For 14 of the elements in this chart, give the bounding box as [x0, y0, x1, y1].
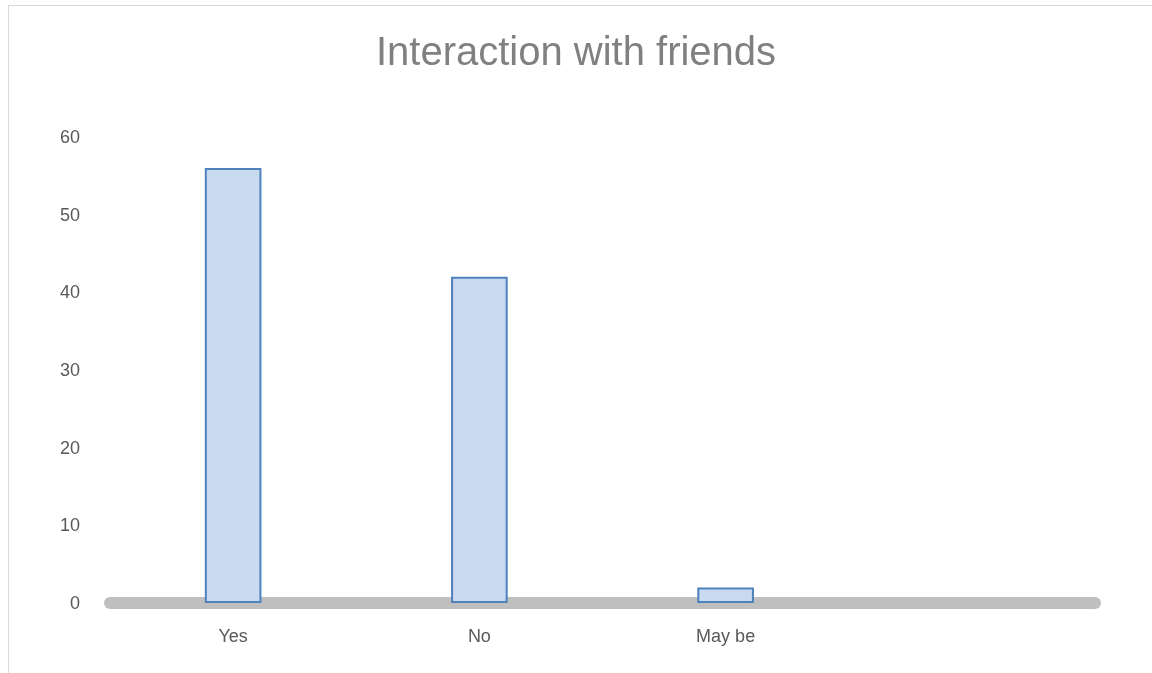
bar — [451, 276, 508, 603]
y-tick-label: 60 — [59, 127, 80, 147]
bar — [697, 587, 754, 603]
x-tick-label: May be — [696, 626, 756, 646]
y-tick-label: 30 — [59, 360, 80, 380]
bar — [204, 168, 262, 603]
x-tick-label: No — [467, 626, 491, 646]
y-tick-label: 10 — [59, 515, 80, 536]
y-tick-label: 0 — [69, 593, 80, 613]
chart-title: Interaction with friends — [375, 29, 777, 73]
y-tick-label: 20 — [59, 437, 80, 458]
y-tick-label: 40 — [59, 282, 80, 303]
x-tick-label: Yes — [218, 626, 248, 646]
y-tick-label: 50 — [59, 204, 80, 225]
